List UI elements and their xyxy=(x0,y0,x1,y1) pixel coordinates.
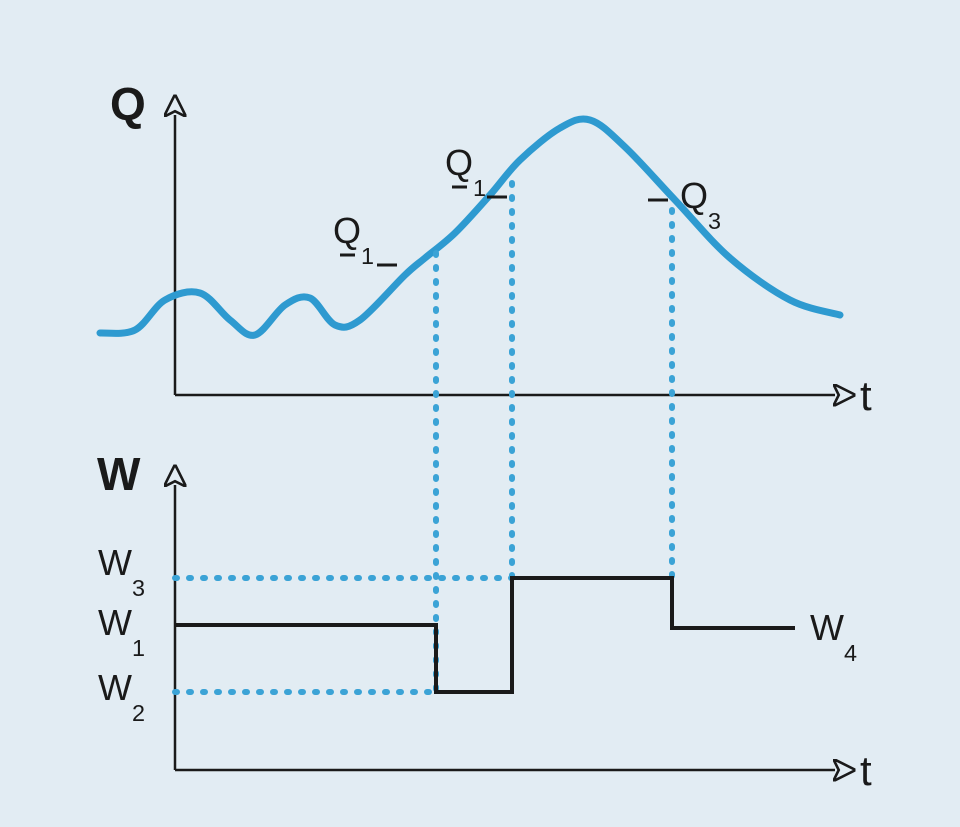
dual-chart-diagram: QtQ1Q1Q3WtW3W2W1W4 xyxy=(0,0,960,827)
top-y-axis-label: Q xyxy=(110,78,146,130)
top-x-axis-label: t xyxy=(860,372,872,419)
bottom-x-axis-label: t xyxy=(860,747,872,794)
bottom-y-axis-label: W xyxy=(97,448,141,500)
